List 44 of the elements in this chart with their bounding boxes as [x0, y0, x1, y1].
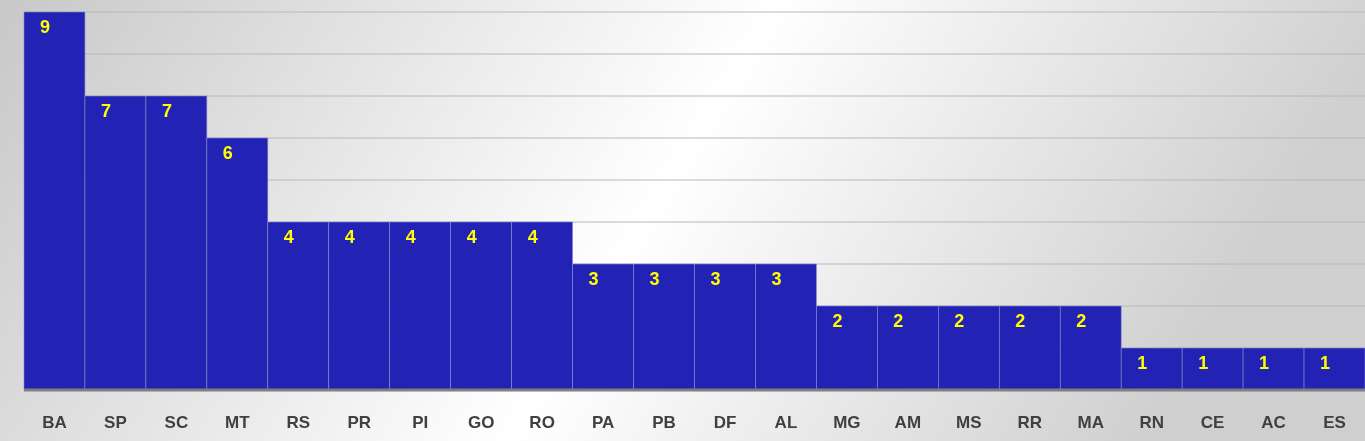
data-label: 4 [527, 227, 538, 247]
x-tick-label: PI [412, 413, 429, 433]
data-label: 9 [40, 17, 51, 37]
x-tick-label: PA [591, 413, 615, 433]
data-label: 3 [649, 269, 660, 289]
x-tick-label: RR [1017, 413, 1043, 433]
x-tick-label: BA [42, 413, 67, 433]
x-tick-label: PB [652, 413, 676, 433]
x-tick-label: PR [347, 413, 372, 433]
data-label: 4 [344, 227, 355, 247]
x-tick-label: ES [1323, 413, 1346, 433]
x-tick-label: AM [894, 413, 922, 433]
data-label: 3 [771, 269, 782, 289]
data-label: 7 [161, 101, 172, 121]
x-tick-label: MA [1077, 413, 1104, 433]
x-tick-label: MG [833, 413, 861, 433]
data-label: 3 [588, 269, 599, 289]
x-tick-label: MS [956, 413, 982, 433]
data-label: 2 [1015, 311, 1026, 331]
x-tick-label: SC [164, 413, 189, 433]
data-label: 2 [1076, 311, 1087, 331]
data-label: 1 [1137, 353, 1148, 373]
data-label: 2 [893, 311, 904, 331]
x-tick-label: RS [286, 413, 311, 433]
data-label: 6 [222, 143, 233, 163]
data-label: 2 [832, 311, 843, 331]
x-tick-label: AC [1261, 413, 1286, 433]
data-label: 4 [283, 227, 294, 247]
data-label: 7 [100, 101, 111, 121]
x-tick-label: RO [529, 413, 555, 433]
x-tick-label: SP [104, 413, 127, 433]
x-tick-label: GO [467, 413, 495, 433]
x-tick-label: CE [1200, 413, 1225, 433]
data-label: 4 [466, 227, 477, 247]
data-label: 1 [1320, 353, 1331, 373]
data-label: 2 [954, 311, 965, 331]
x-tick-label: AL [774, 413, 798, 433]
data-label: 3 [710, 269, 721, 289]
x-tick-label: DF [713, 413, 737, 433]
data-label: 1 [1198, 353, 1209, 373]
data-label: 4 [405, 227, 416, 247]
data-label: 1 [1259, 353, 1270, 373]
x-tick-label: MT [225, 413, 251, 433]
x-tick-label: RN [1139, 413, 1164, 433]
